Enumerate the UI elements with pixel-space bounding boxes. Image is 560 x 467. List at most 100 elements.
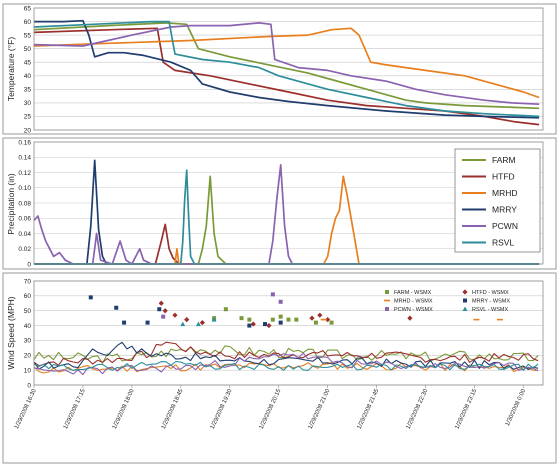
wind-line-pcwn <box>33 352 539 376</box>
max-marker-farm <box>313 320 318 325</box>
max-marker-farm <box>239 316 244 321</box>
y-tick-label: 0.12 <box>18 170 31 177</box>
max-marker-htfd <box>158 300 164 306</box>
max-marker-mrhd <box>473 318 480 321</box>
precipitation-line-rsvl <box>34 169 540 265</box>
max-marker-mrhd <box>320 318 327 321</box>
max-marker-mrry <box>157 307 162 312</box>
precipitation-y-ticks: 0 0.02 0.04 0.06 0.08 0.10 0.12 0.14 0.16 <box>18 139 31 268</box>
legend-label-mrry: MRRY <box>492 205 517 215</box>
y-tick-label: 35 <box>24 87 32 94</box>
precipitation-chart: 0 0.02 0.04 0.06 0.08 0.10 0.12 0.14 0.16 Precip… <box>2 137 557 270</box>
max-marker-htfd <box>317 312 323 318</box>
precipitation-line-farm <box>34 175 540 265</box>
precipitation-line-mrhd <box>34 175 540 265</box>
y-tick-label: 60 <box>24 293 32 300</box>
wind-line-mrry <box>33 341 539 371</box>
max-marker-mrry <box>88 295 93 300</box>
wind-line-htfd <box>33 341 539 367</box>
wind-legend-label-rsvl: RSVL - WSMX <box>472 307 508 313</box>
wind-legend-marker-mrry <box>463 298 467 303</box>
y-tick-label: 0.04 <box>18 231 31 238</box>
legend-label-pcwn: PCWN <box>492 221 518 231</box>
y-tick-label: 10 <box>24 367 32 374</box>
precipitation-legend: FARM HTFD MRHD MRRY PCWN RSVL <box>454 148 541 253</box>
wind-y-label: Wind Speed (MPH) <box>6 296 16 369</box>
y-tick-label: 45 <box>24 60 32 67</box>
y-tick-label: 60 <box>24 19 32 26</box>
max-marker-mrry <box>145 320 150 325</box>
max-marker-htfd <box>309 315 315 321</box>
y-tick-label: 0.10 <box>18 185 31 192</box>
y-tick-label: 50 <box>24 308 32 315</box>
temperature-line-mrry <box>34 19 540 119</box>
precipitation-line-pcwn <box>33 164 540 265</box>
y-tick-label: 40 <box>24 73 32 80</box>
max-marker-htfd <box>199 320 205 326</box>
max-marker-farm <box>278 314 283 319</box>
max-marker-htfd <box>325 317 331 323</box>
y-tick-label: 0 <box>27 261 31 268</box>
y-tick-label: 65 <box>24 5 32 12</box>
legend-label-mrhd: MRHD <box>492 188 518 198</box>
temperature-line-rsvl <box>33 20 540 118</box>
max-marker-farm <box>329 320 334 325</box>
max-marker-farm <box>294 317 299 322</box>
max-marker-htfd <box>407 315 413 321</box>
temperature-plot-area <box>33 7 544 131</box>
y-tick-label: 25 <box>24 114 32 121</box>
legend-label-farm: FARM <box>492 155 516 165</box>
max-marker-htfd <box>266 322 272 329</box>
max-marker-htfd <box>250 321 256 327</box>
wind-y-ticks: 0 10 20 30 40 50 60 70 <box>24 278 32 389</box>
temperature-chart: 20 25 30 35 40 45 50 55 60 65 Temperature (°F) <box>2 3 557 135</box>
max-marker-pcwn <box>161 314 166 319</box>
max-marker-mrry <box>263 322 268 327</box>
wind-legend-marker-farm <box>385 290 389 294</box>
y-tick-label: 30 <box>24 338 32 345</box>
temperature-line-farm <box>33 22 540 110</box>
wind-legend-label-pcwn: PCWN - WSMX <box>394 307 433 313</box>
wind-legend-marker-mrhd <box>384 299 390 302</box>
max-marker-farm <box>247 317 252 322</box>
precipitation-legend-box <box>454 148 541 253</box>
wind-legend-label-farm: FARM - WSMX <box>394 290 432 296</box>
max-marker-farm <box>286 317 291 322</box>
max-marker-mrry <box>114 305 119 310</box>
wind-legend-marker-htfd <box>462 289 468 295</box>
wind-legend-label-mrry: MRRY - WSMX <box>472 299 510 305</box>
max-marker-pcwn <box>278 299 283 304</box>
y-tick-label: 20 <box>24 353 32 360</box>
y-tick-label: 0.16 <box>18 139 31 146</box>
y-tick-label: 20 <box>24 127 32 134</box>
precipitation-plot-area <box>33 141 544 265</box>
y-tick-label: 0 <box>27 382 31 389</box>
legend-label-rsvl: RSVL <box>492 238 514 248</box>
y-tick-label: 70 <box>24 278 32 285</box>
temperature-line-htfd <box>33 27 540 126</box>
max-marker-mrhd <box>496 318 503 321</box>
wind-legend-label-mrhd: MRHD - WSMX <box>394 299 433 305</box>
y-tick-label: 55 <box>24 32 32 39</box>
max-marker-rsvl <box>180 321 186 327</box>
temperature-y-label: Temperature (°F) <box>6 37 16 102</box>
max-marker-mrry <box>247 323 252 328</box>
wind-plot-area <box>33 280 544 386</box>
max-marker-htfd <box>162 308 168 314</box>
max-marker-htfd <box>184 317 190 323</box>
y-tick-label: 50 <box>24 46 32 53</box>
wind-line-rsvl <box>33 360 539 371</box>
y-tick-label: 30 <box>24 100 32 107</box>
max-marker-rsvl <box>195 321 201 327</box>
temperature-line-mrhd <box>33 27 540 99</box>
wind-legend-marker-rsvl <box>462 306 468 311</box>
wind-series <box>33 341 539 376</box>
temperature-series <box>33 19 540 126</box>
precipitation-series <box>33 159 540 265</box>
wind-max-markers <box>88 292 503 329</box>
wind-legend-label-htfd: HTFD - WSMX <box>472 290 509 296</box>
max-marker-farm <box>223 307 228 312</box>
temperature-y-ticks: 20 25 30 35 40 45 50 55 60 65 <box>24 5 32 134</box>
